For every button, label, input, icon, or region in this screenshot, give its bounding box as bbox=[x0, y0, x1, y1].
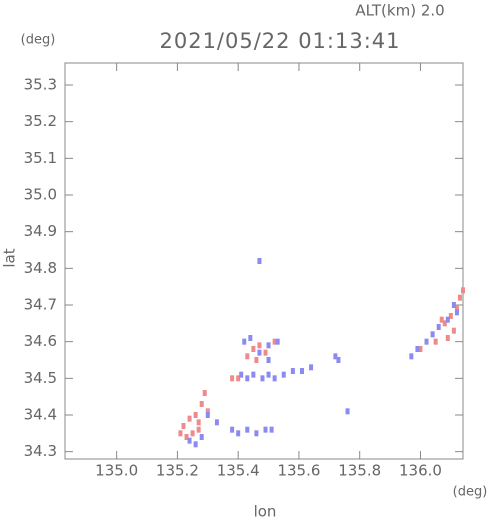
echo-point bbox=[266, 342, 271, 349]
echo-point bbox=[448, 313, 453, 319]
echo-point bbox=[196, 426, 201, 433]
echo-point bbox=[205, 412, 210, 418]
echo-point bbox=[451, 302, 456, 308]
echo-point bbox=[345, 408, 350, 415]
echo-point bbox=[254, 357, 259, 363]
echo-point bbox=[257, 349, 262, 356]
y-tick-label: 35.0 bbox=[24, 186, 57, 204]
echo-point bbox=[269, 426, 274, 433]
x-axis-label: lon bbox=[254, 503, 277, 521]
echo-point bbox=[266, 371, 271, 378]
echo-point bbox=[439, 316, 444, 323]
echo-point bbox=[184, 434, 189, 440]
y-tick-label: 34.5 bbox=[24, 369, 57, 387]
echo-point bbox=[263, 349, 268, 356]
echo-point bbox=[199, 401, 204, 407]
echo-point bbox=[445, 316, 450, 323]
echo-point bbox=[196, 419, 201, 426]
echo-point bbox=[442, 320, 447, 327]
echo-point bbox=[242, 338, 247, 345]
x-tick-label: 135.2 bbox=[156, 462, 199, 480]
echo-point bbox=[266, 357, 271, 363]
y-tick-label: 34.7 bbox=[24, 296, 57, 314]
echo-point bbox=[236, 430, 241, 437]
x-tick-label: 135.4 bbox=[217, 462, 260, 480]
echo-point bbox=[275, 338, 280, 345]
echo-point bbox=[254, 430, 259, 437]
plot-frame bbox=[64, 62, 464, 460]
echo-point bbox=[263, 426, 268, 433]
y-tick-label: 34.6 bbox=[24, 332, 57, 350]
echo-point bbox=[251, 371, 256, 378]
echo-point bbox=[239, 371, 244, 378]
echo-point bbox=[451, 327, 456, 334]
y-tick-label: 34.9 bbox=[24, 222, 57, 240]
echo-point bbox=[181, 423, 186, 429]
echo-point bbox=[454, 309, 459, 316]
echo-point bbox=[245, 426, 250, 433]
y-tick-label: 34.8 bbox=[24, 259, 57, 277]
echo-point bbox=[436, 324, 441, 330]
x-tick-label: 135.8 bbox=[338, 462, 381, 480]
echo-point bbox=[272, 338, 277, 345]
echo-point bbox=[336, 357, 341, 363]
echo-point bbox=[433, 338, 438, 345]
chart-subtitle: ALT(km) 2.0 bbox=[355, 2, 444, 20]
echo-point bbox=[245, 375, 250, 382]
y-tick-label: 34.4 bbox=[24, 406, 57, 424]
echo-point bbox=[333, 353, 338, 360]
echo-point bbox=[230, 375, 235, 382]
echo-point bbox=[415, 346, 420, 352]
echo-point bbox=[418, 346, 423, 352]
echo-point bbox=[409, 353, 414, 360]
x-tick-label: 135.6 bbox=[277, 462, 320, 480]
echo-point bbox=[430, 331, 435, 338]
echo-point bbox=[424, 338, 429, 345]
echo-point bbox=[260, 375, 265, 382]
x-tick-label: 135.0 bbox=[95, 462, 138, 480]
y-tick-label: 35.2 bbox=[24, 112, 57, 130]
chart-title: 2021/05/22 01:13:41 bbox=[159, 29, 400, 53]
echo-point bbox=[205, 408, 210, 415]
echo-point bbox=[193, 441, 198, 448]
y-tick-label: 34.3 bbox=[24, 442, 57, 460]
echo-point bbox=[202, 390, 207, 396]
echo-point bbox=[281, 371, 286, 378]
y-unit: (deg) bbox=[21, 33, 56, 48]
echo-point bbox=[445, 335, 450, 341]
x-unit: (deg) bbox=[453, 485, 488, 500]
echo-point bbox=[290, 368, 295, 374]
echo-point bbox=[257, 258, 262, 264]
echo-point bbox=[214, 419, 219, 426]
echo-point bbox=[461, 287, 465, 294]
x-tick-label: 136.0 bbox=[399, 462, 442, 480]
echo-point bbox=[248, 335, 253, 341]
echo-point bbox=[299, 368, 304, 374]
echo-point bbox=[187, 415, 192, 422]
y-tick-label: 35.3 bbox=[24, 76, 57, 94]
echo-point bbox=[190, 430, 195, 437]
echo-point bbox=[193, 412, 198, 418]
echo-point bbox=[257, 342, 262, 349]
echo-point bbox=[457, 294, 462, 301]
echo-point bbox=[454, 305, 459, 312]
echo-point bbox=[236, 375, 241, 382]
echo-point bbox=[251, 346, 256, 352]
echo-point bbox=[199, 434, 204, 440]
echo-point bbox=[245, 353, 250, 360]
y-tick-label: 35.1 bbox=[24, 149, 57, 167]
echo-point bbox=[230, 426, 235, 433]
echo-point bbox=[272, 375, 277, 382]
echo-point bbox=[187, 437, 192, 444]
y-axis-label: lat bbox=[1, 248, 19, 267]
echo-point bbox=[309, 364, 314, 371]
echo-point bbox=[178, 430, 183, 437]
